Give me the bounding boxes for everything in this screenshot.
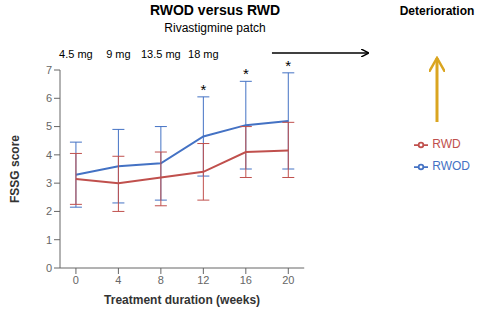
svg-text:0: 0 <box>46 262 52 274</box>
svg-text:16: 16 <box>240 274 252 286</box>
svg-text:1: 1 <box>46 234 52 246</box>
html-text:RWOD: RWOD <box>432 159 470 173</box>
svg-text:4.5 mg: 4.5 mg <box>59 48 93 60</box>
svg-text:2: 2 <box>46 205 52 217</box>
html-text:Deterioration: Deterioration <box>399 4 475 18</box>
svg-text:0: 0 <box>73 274 79 286</box>
svg-text:6: 6 <box>46 92 52 104</box>
svg-text:Treatment duration (weeks): Treatment duration (weeks) <box>104 293 260 307</box>
svg-text:*: * <box>243 65 249 82</box>
svg-text:12: 12 <box>197 274 209 286</box>
html-text:RWOD versus RWD: RWOD versus RWD <box>149 2 281 18</box>
svg-text:3: 3 <box>46 177 52 189</box>
svg-text:18 mg: 18 mg <box>188 48 219 60</box>
svg-text:5: 5 <box>46 120 52 132</box>
svg-text:13.5 mg: 13.5 mg <box>141 48 181 60</box>
svg-text:7: 7 <box>46 64 52 76</box>
svg-text:FSSG score: FSSG score <box>8 135 22 203</box>
svg-text:9 mg: 9 mg <box>106 48 130 60</box>
svg-text:4: 4 <box>46 149 52 161</box>
svg-text:*: * <box>200 81 206 98</box>
svg-text:4: 4 <box>115 274 121 286</box>
svg-text:*: * <box>285 57 291 74</box>
html-text:RWD: RWD <box>432 137 461 151</box>
svg-text:8: 8 <box>158 274 164 286</box>
svg-text:20: 20 <box>282 274 294 286</box>
html-text:Rivastigmine patch: Rivastigmine patch <box>164 21 266 35</box>
